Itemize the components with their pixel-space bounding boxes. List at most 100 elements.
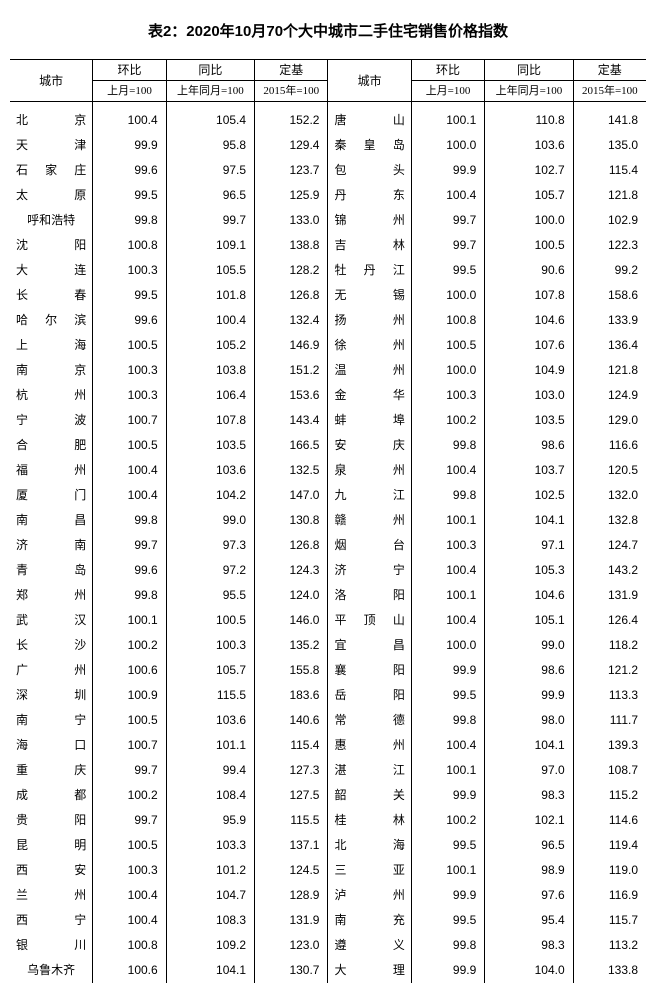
base-cell: 151.2 xyxy=(255,358,328,383)
table-row: 沈阳100.8109.1138.8吉林99.7100.5122.3 xyxy=(10,233,646,258)
mom-cell: 99.9 xyxy=(93,133,166,158)
city-name-cell: 成都 xyxy=(10,783,93,808)
mom-cell: 100.1 xyxy=(411,858,484,883)
mom-cell: 100.3 xyxy=(411,383,484,408)
yoy-cell: 105.7 xyxy=(485,183,573,208)
yoy-cell: 101.1 xyxy=(166,733,254,758)
base-cell: 132.4 xyxy=(255,308,328,333)
mom-cell: 99.7 xyxy=(411,208,484,233)
yoy-cell: 95.9 xyxy=(166,808,254,833)
base-cell: 115.4 xyxy=(255,733,328,758)
base-cell: 115.4 xyxy=(573,158,646,183)
yoy-cell: 105.3 xyxy=(485,558,573,583)
mom-cell: 99.8 xyxy=(93,508,166,533)
mom-cell: 99.8 xyxy=(93,208,166,233)
mom-cell: 100.8 xyxy=(93,933,166,958)
yoy-cell: 101.8 xyxy=(166,283,254,308)
base-cell: 138.8 xyxy=(255,233,328,258)
table-row: 福州100.4103.6132.5泉州100.4103.7120.5 xyxy=(10,458,646,483)
mom-cell: 100.1 xyxy=(411,758,484,783)
mom-cell: 99.9 xyxy=(411,658,484,683)
base-cell: 124.7 xyxy=(573,533,646,558)
base-cell: 135.2 xyxy=(255,633,328,658)
yoy-cell: 109.2 xyxy=(166,933,254,958)
city-name-cell: 桂林 xyxy=(328,808,411,833)
base-cell: 158.6 xyxy=(573,283,646,308)
yoy-cell: 98.0 xyxy=(485,708,573,733)
mom-cell: 99.9 xyxy=(411,883,484,908)
yoy-cell: 99.0 xyxy=(166,508,254,533)
city-name-cell: 宁波 xyxy=(10,408,93,433)
base-cell: 130.7 xyxy=(255,958,328,983)
yoy-cell: 103.6 xyxy=(166,458,254,483)
city-name-cell: 南宁 xyxy=(10,708,93,733)
mom-cell: 100.7 xyxy=(93,733,166,758)
mom-cell: 99.5 xyxy=(411,683,484,708)
yoy-cell: 97.2 xyxy=(166,558,254,583)
table-row: 西安100.3101.2124.5三亚100.198.9119.0 xyxy=(10,858,646,883)
header-yoy-left: 同比 xyxy=(166,60,254,81)
yoy-cell: 105.2 xyxy=(166,333,254,358)
table-row: 广州100.6105.7155.8襄阳99.998.6121.2 xyxy=(10,658,646,683)
table-row: 西宁100.4108.3131.9南充99.595.4115.7 xyxy=(10,908,646,933)
table-row: 兰州100.4104.7128.9泸州99.997.6116.9 xyxy=(10,883,646,908)
yoy-cell: 99.9 xyxy=(485,683,573,708)
base-cell: 153.6 xyxy=(255,383,328,408)
mom-cell: 100.6 xyxy=(93,958,166,983)
yoy-cell: 97.3 xyxy=(166,533,254,558)
yoy-cell: 104.2 xyxy=(166,483,254,508)
table-row: 上海100.5105.2146.9徐州100.5107.6136.4 xyxy=(10,333,646,358)
city-name-cell: 西宁 xyxy=(10,908,93,933)
subheader-base-left: 2015年=100 xyxy=(255,81,328,102)
table-row: 海口100.7101.1115.4惠州100.4104.1139.3 xyxy=(10,733,646,758)
city-name-cell: 牡丹江 xyxy=(328,258,411,283)
price-index-table: 城市 环比 同比 定基 城市 环比 同比 定基 上月=100 上年同月=100 … xyxy=(10,59,646,983)
mom-cell: 100.2 xyxy=(93,633,166,658)
yoy-cell: 98.3 xyxy=(485,783,573,808)
mom-cell: 100.0 xyxy=(411,283,484,308)
mom-cell: 99.5 xyxy=(411,833,484,858)
base-cell: 132.0 xyxy=(573,483,646,508)
city-name-cell: 福州 xyxy=(10,458,93,483)
yoy-cell: 99.7 xyxy=(166,208,254,233)
mom-cell: 100.4 xyxy=(93,483,166,508)
base-cell: 128.9 xyxy=(255,883,328,908)
base-cell: 147.0 xyxy=(255,483,328,508)
yoy-cell: 104.6 xyxy=(485,583,573,608)
yoy-cell: 104.0 xyxy=(485,958,573,983)
city-name-cell: 广州 xyxy=(10,658,93,683)
city-name-cell: 韶关 xyxy=(328,783,411,808)
city-name-cell: 重庆 xyxy=(10,758,93,783)
base-cell: 111.7 xyxy=(573,708,646,733)
mom-cell: 99.7 xyxy=(411,233,484,258)
mom-cell: 99.6 xyxy=(93,558,166,583)
mom-cell: 100.0 xyxy=(411,358,484,383)
yoy-cell: 104.6 xyxy=(485,308,573,333)
table-row: 乌鲁木齐100.6104.1130.7大理99.9104.0133.8 xyxy=(10,958,646,983)
table-row: 济南99.797.3126.8烟台100.397.1124.7 xyxy=(10,533,646,558)
base-cell: 140.6 xyxy=(255,708,328,733)
yoy-cell: 98.3 xyxy=(485,933,573,958)
mom-cell: 100.3 xyxy=(93,258,166,283)
table-row: 长春99.5101.8126.8无锡100.0107.8158.6 xyxy=(10,283,646,308)
subheader-mom-left: 上月=100 xyxy=(93,81,166,102)
subheader-yoy-right: 上年同月=100 xyxy=(485,81,573,102)
city-name-cell: 昆明 xyxy=(10,833,93,858)
city-name-cell: 武汉 xyxy=(10,608,93,633)
yoy-cell: 95.4 xyxy=(485,908,573,933)
mom-cell: 100.4 xyxy=(411,608,484,633)
city-name-cell: 沈阳 xyxy=(10,233,93,258)
base-cell: 118.2 xyxy=(573,633,646,658)
base-cell: 129.4 xyxy=(255,133,328,158)
mom-cell: 100.3 xyxy=(411,533,484,558)
base-cell: 128.2 xyxy=(255,258,328,283)
yoy-cell: 99.4 xyxy=(166,758,254,783)
city-name-cell: 深圳 xyxy=(10,683,93,708)
mom-cell: 99.7 xyxy=(93,533,166,558)
base-cell: 143.2 xyxy=(573,558,646,583)
base-cell: 152.2 xyxy=(255,102,328,134)
yoy-cell: 96.5 xyxy=(485,833,573,858)
mom-cell: 100.0 xyxy=(411,133,484,158)
city-name-cell: 安庆 xyxy=(328,433,411,458)
yoy-cell: 99.0 xyxy=(485,633,573,658)
